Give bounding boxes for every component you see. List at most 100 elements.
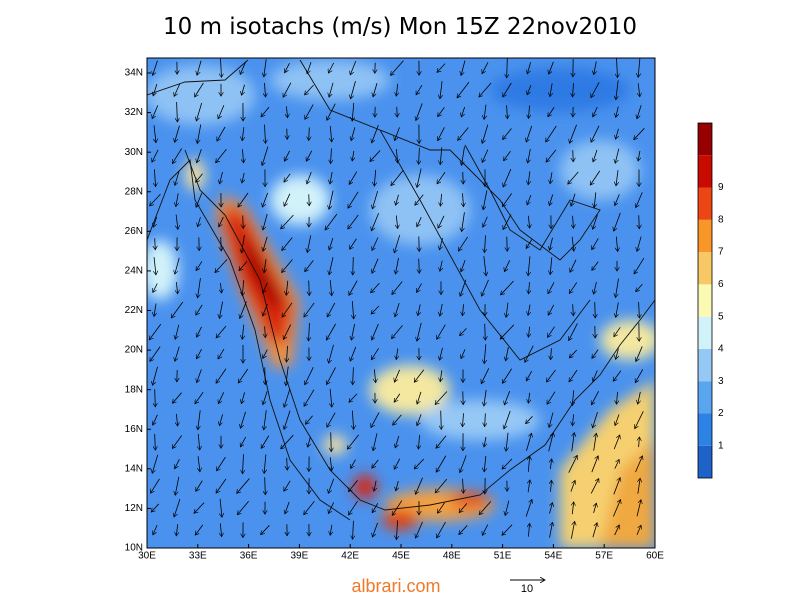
wind-arrow — [309, 127, 310, 140]
wind-arrow — [353, 257, 354, 275]
wind-arrow — [528, 392, 529, 403]
wind-arrow — [460, 455, 467, 472]
wind-arrow — [438, 107, 445, 116]
wind-arrow — [549, 61, 554, 74]
wind-arrow — [505, 500, 510, 516]
wind-arrow — [528, 456, 529, 472]
wind-arrow — [282, 302, 293, 317]
wind-arrow — [328, 478, 335, 493]
wind-arrow — [152, 149, 159, 162]
wind-arrow — [437, 63, 446, 73]
wind-arrow — [391, 325, 403, 338]
wind-arrow — [263, 391, 268, 404]
wind-arrow — [440, 370, 442, 381]
wind-arrow — [372, 190, 378, 209]
wind-arrow — [284, 173, 291, 182]
wind-arrow — [305, 84, 314, 95]
wind-arrow — [526, 125, 533, 142]
wind-arrow — [330, 125, 332, 142]
wind-arrow — [171, 148, 183, 163]
wind-arrow — [241, 84, 245, 95]
wind-arrow — [485, 323, 486, 340]
wind-arrow — [195, 524, 204, 535]
wind-arrow — [371, 282, 380, 293]
wind-arrow — [220, 523, 221, 536]
wind-arrow — [528, 282, 529, 294]
wind-arrow — [568, 455, 578, 473]
wind-arrow — [528, 148, 531, 163]
wind-arrow — [504, 260, 511, 271]
colorbar-label: 9 — [718, 182, 724, 193]
colorbar-label: 4 — [718, 344, 724, 355]
wind-arrow — [390, 60, 404, 76]
wind-arrow — [636, 192, 643, 207]
wind-arrow — [461, 349, 466, 358]
wind-arrow — [372, 258, 379, 274]
wind-arrow — [616, 302, 619, 318]
colorbar-label: 7 — [718, 247, 724, 258]
wind-arrow — [414, 369, 425, 382]
lat-label: 16N — [125, 424, 143, 435]
wind-arrow — [195, 480, 203, 492]
lon-label: 51E — [494, 551, 512, 562]
wind-arrow — [329, 257, 334, 274]
colorbar-segment — [698, 155, 712, 188]
wind-arrow — [176, 282, 177, 294]
wind-arrow — [572, 433, 574, 452]
wind-arrow — [198, 217, 201, 227]
wind-arrow — [371, 348, 379, 359]
wind-arrow — [198, 278, 201, 298]
lon-label: 48E — [443, 551, 461, 562]
wind-arrow — [595, 302, 596, 318]
wind-arrow — [305, 415, 313, 425]
wind-arrow — [219, 216, 224, 227]
lat-label: 12N — [125, 503, 143, 514]
wind-arrow — [350, 346, 357, 361]
wind-arrow — [526, 433, 531, 451]
wind-arrow — [441, 410, 442, 430]
wind-arrow — [287, 457, 288, 470]
wind-arrow — [309, 323, 310, 341]
wind-arrow — [242, 149, 243, 163]
wind-arrow — [265, 124, 266, 144]
wind-arrow — [149, 323, 162, 340]
wind-arrow — [417, 414, 422, 425]
wind-arrow — [484, 104, 486, 120]
wind-arrow — [372, 124, 379, 143]
wind-arrow — [220, 171, 223, 184]
wind-arrow — [590, 170, 601, 185]
wind-arrow — [550, 257, 552, 274]
wind-arrow — [615, 278, 619, 298]
wind-arrow — [462, 146, 465, 166]
wind-arrow — [633, 257, 645, 274]
speed-shading — [147, 60, 655, 548]
wind-arrow — [265, 367, 266, 384]
wind-arrow — [616, 391, 617, 404]
wind-arrow — [415, 477, 423, 495]
wind-arrow — [437, 502, 445, 514]
wind-arrow — [435, 391, 448, 404]
wind-arrow — [418, 304, 421, 315]
wind-arrow — [569, 124, 577, 144]
wind-arrow — [568, 171, 579, 184]
wind-arrow — [549, 503, 552, 514]
wind-arrow — [263, 303, 268, 316]
wind-arrow — [484, 235, 485, 252]
wind-arrow — [155, 433, 156, 450]
wind-arrow — [265, 326, 266, 337]
wind-arrow — [153, 216, 158, 227]
wind-arrow — [549, 194, 554, 205]
wind-arrow — [284, 193, 291, 207]
wind-arrow — [458, 236, 468, 251]
colorbar-segment — [698, 381, 712, 414]
wind-arrow — [528, 171, 530, 184]
wind-arrow — [353, 520, 354, 540]
wind-arrow — [328, 502, 335, 513]
wind-arrow — [592, 261, 599, 271]
wind-arrow — [417, 322, 422, 341]
wind-arrow — [502, 193, 512, 206]
wind-arrow — [394, 369, 400, 382]
wind-arrow — [395, 257, 399, 274]
wind-arrow — [348, 480, 358, 491]
